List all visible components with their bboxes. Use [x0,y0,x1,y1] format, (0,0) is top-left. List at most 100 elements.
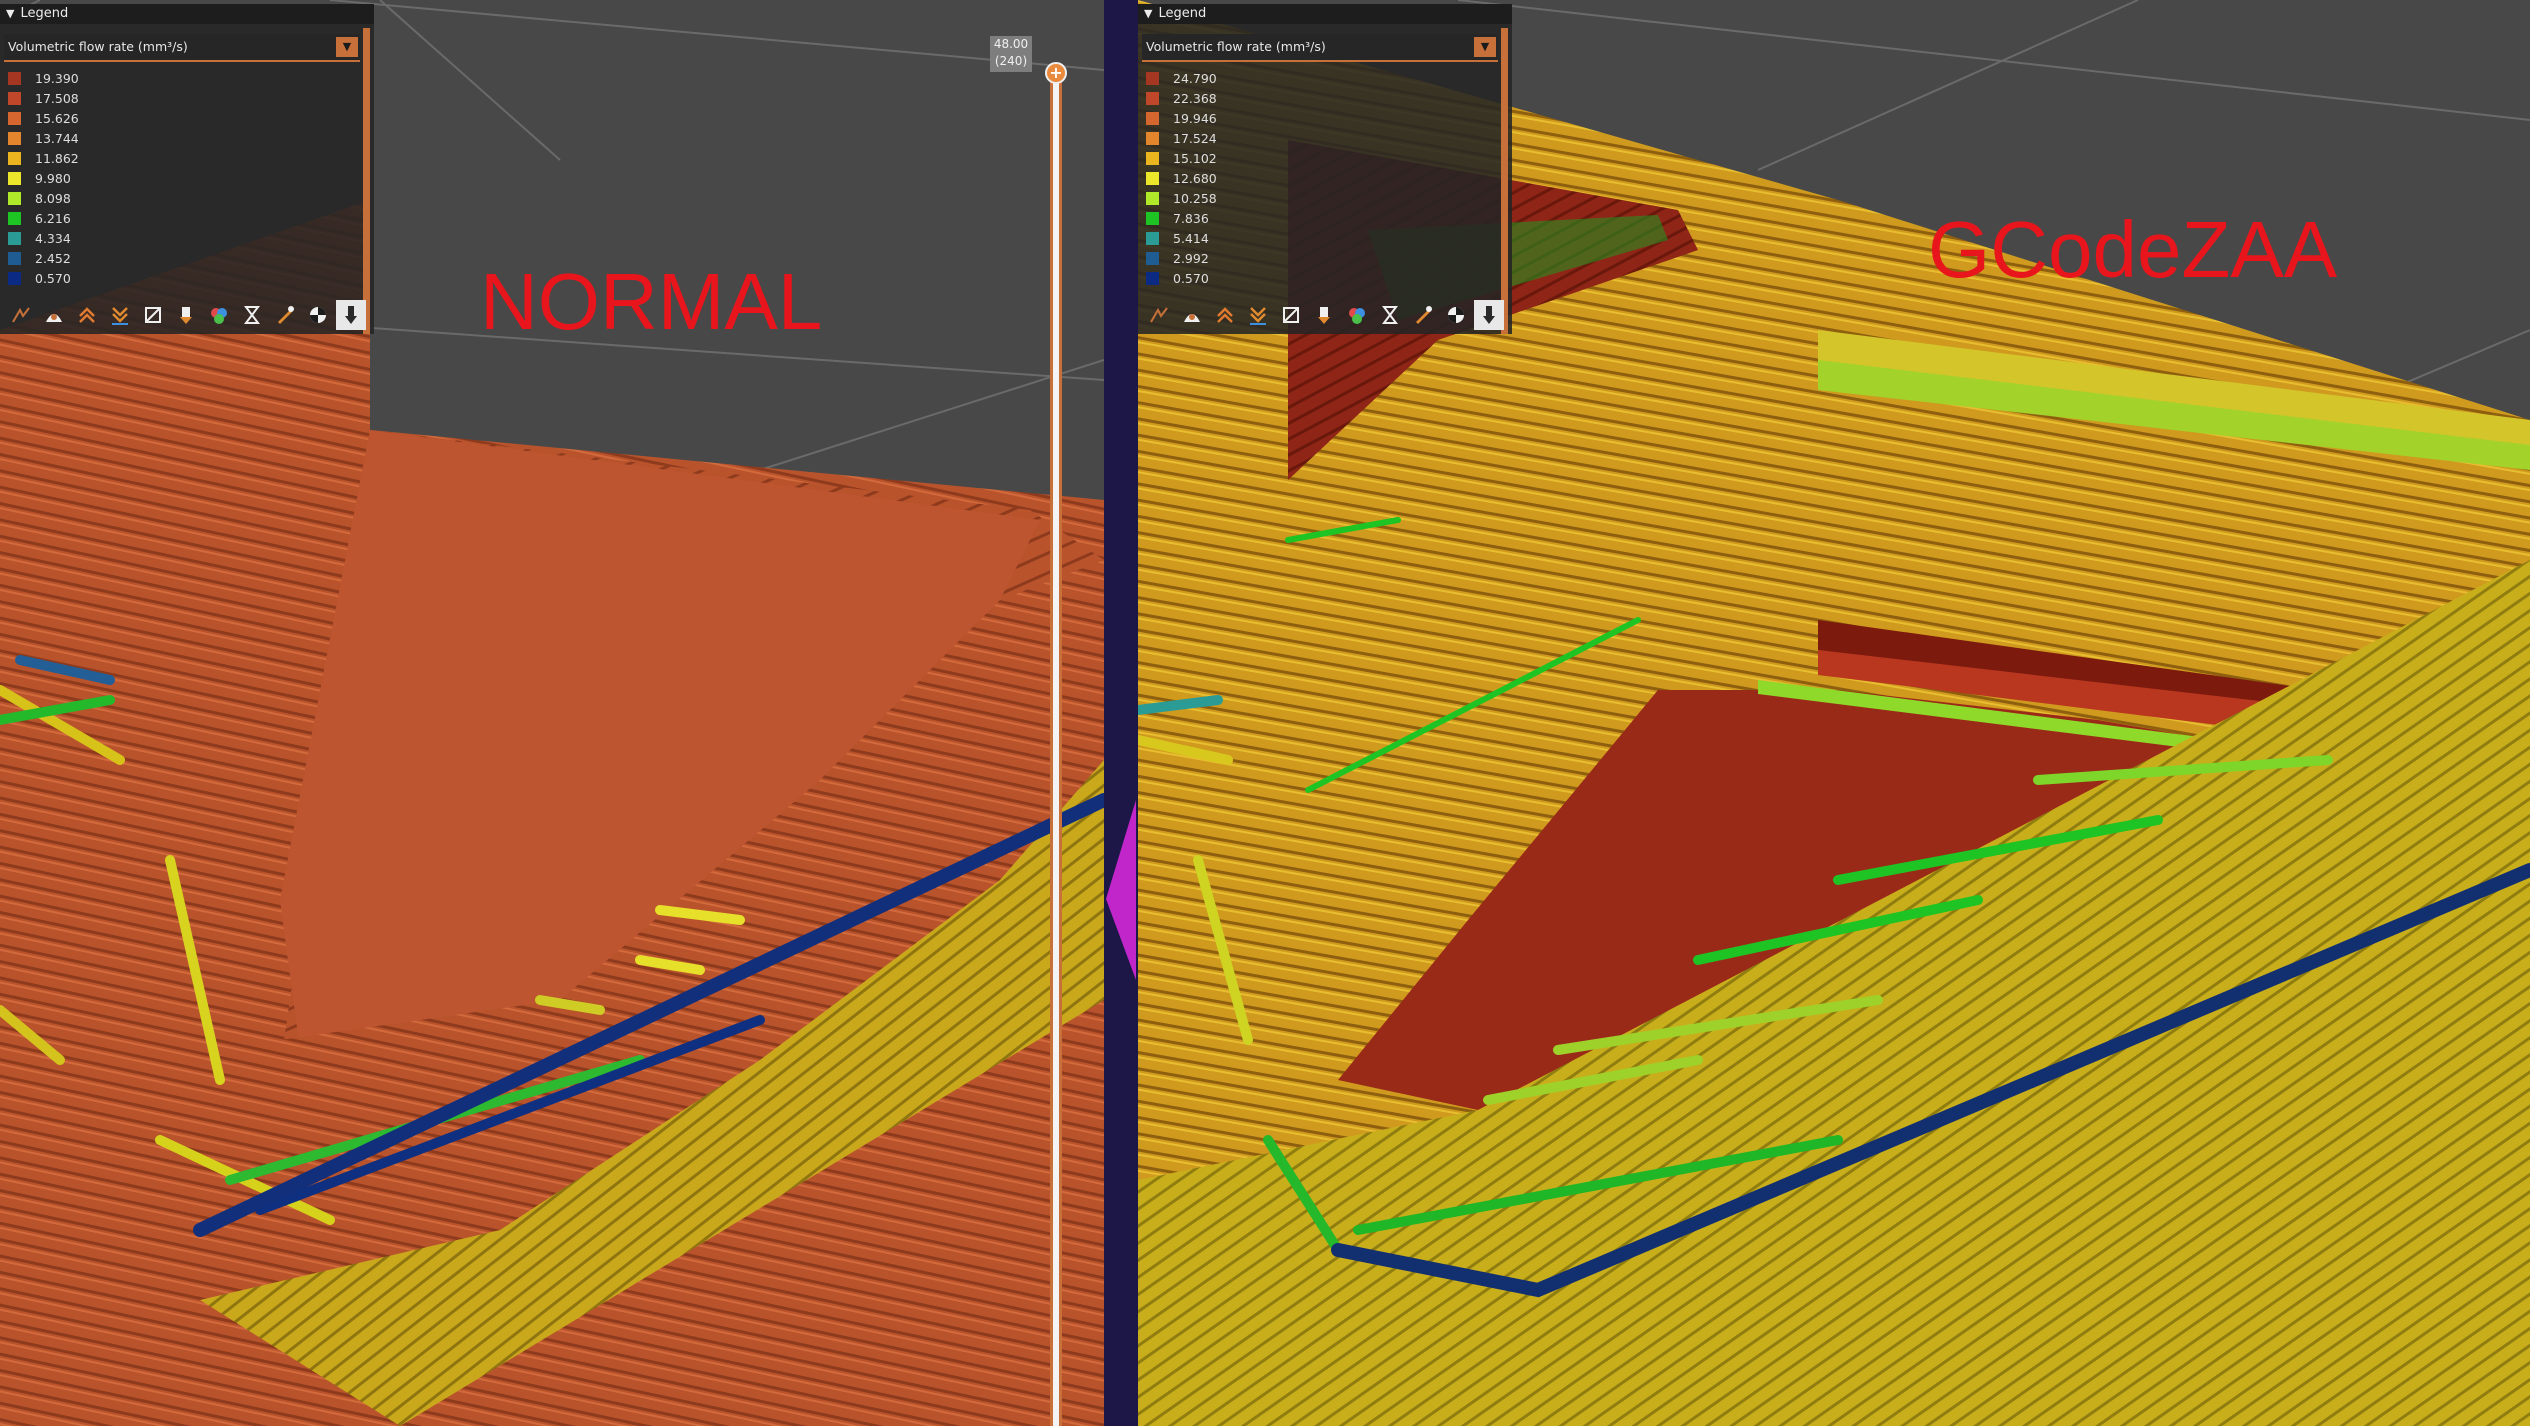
legend-value: 8.098 [35,190,71,206]
color-swatch [8,211,21,225]
legend-item: 12.680 [1146,168,1217,188]
legend-value: 0.570 [1173,270,1209,286]
legend-title: Legend [1158,6,1207,21]
legend-value: 19.390 [35,70,79,86]
retractions-icon[interactable] [72,300,102,330]
shells-icon[interactable] [1474,300,1504,330]
legend-item: 7.836 [1146,208,1217,228]
legend-value: 24.790 [1173,70,1217,86]
color-swatch [8,131,21,145]
legend-item: 5.414 [1146,228,1217,248]
color-swatch [8,111,21,125]
legend-item: 6.216 [8,208,79,228]
color-swatch [1146,91,1159,105]
legend-item: 13.744 [8,128,79,148]
color-swatch [8,251,21,265]
view-type-select[interactable]: Volumetric flow rate (mm³/s) ▼ [4,34,360,62]
travel-icon[interactable] [6,300,36,330]
color-swatch [1146,251,1159,265]
legend-item: 9.980 [8,168,79,188]
color-changes-icon[interactable] [1342,300,1372,330]
legend-item: 4.334 [8,228,79,248]
custom-gcodes-icon[interactable] [270,300,300,330]
viewport-gcodezaa[interactable]: GCodeZAA ▼ Legend Volumetric flow rate (m… [1138,0,2530,1426]
view-type-selected: Volumetric flow rate (mm³/s) [1146,39,1326,54]
travel-icon[interactable] [1144,300,1174,330]
color-swatch [1146,71,1159,85]
viewport-normal[interactable]: + 48.00 (240) NORMAL ▼ Legend Volumetric … [0,0,1104,1426]
color-swatch [1146,211,1159,225]
chevron-down-icon[interactable]: ▼ [336,37,358,57]
layer-slider-tooltip: 48.00 (240) [990,36,1032,72]
color-swatch [8,71,21,85]
legend-panel-right: ▼ Legend Volumetric flow rate (mm³/s) ▼ 2… [1138,4,1512,334]
custom-gcodes-icon[interactable] [1408,300,1438,330]
deretractions-icon[interactable] [105,300,135,330]
tool-changes-icon[interactable] [171,300,201,330]
legend-scrollbar[interactable] [363,28,370,334]
gcode-preview-gcodezaa[interactable] [1138,0,2530,1426]
legend-item: 10.258 [1146,188,1217,208]
legend-list: 19.390 17.508 15.626 13.744 11.862 9.980… [8,68,79,288]
shells-icon[interactable] [336,300,366,330]
layer-slider-track[interactable] [1050,72,1062,1426]
legend-value: 0.570 [35,270,71,286]
legend-toolbar [1144,300,1504,330]
legend-value: 4.334 [35,230,71,246]
legend-toolbar [6,300,366,330]
view-type-select[interactable]: Volumetric flow rate (mm³/s) ▼ [1142,34,1498,62]
legend-value: 19.946 [1173,110,1217,126]
legend-value: 22.368 [1173,90,1217,106]
pause-prints-icon[interactable] [1375,300,1405,330]
legend-value: 11.862 [35,150,79,166]
legend-item: 0.570 [1146,268,1217,288]
layer-height-value: 48.00 [993,37,1029,51]
collapse-triangle-icon[interactable]: ▼ [6,7,15,20]
legend-item: 2.452 [8,248,79,268]
legend-header[interactable]: ▼ Legend [1138,4,1512,24]
tool-changes-icon[interactable] [1309,300,1339,330]
legend-value: 2.452 [35,250,71,266]
color-swatch [8,231,21,245]
center-of-gravity-icon[interactable] [303,300,333,330]
layer-slider-handle[interactable]: + [1045,62,1067,84]
legend-value: 10.258 [1173,190,1217,206]
deretractions-icon[interactable] [1243,300,1273,330]
color-changes-icon[interactable] [204,300,234,330]
legend-title: Legend [20,6,69,21]
legend-item: 2.992 [1146,248,1217,268]
layer-number-value: (240) [994,54,1028,68]
legend-value: 15.626 [35,110,79,126]
color-swatch [8,191,21,205]
gcode-preview-normal[interactable] [0,0,1104,1426]
wipe-icon[interactable] [39,300,69,330]
legend-value: 17.524 [1173,130,1217,146]
pause-prints-icon[interactable] [237,300,267,330]
collapse-triangle-icon[interactable]: ▼ [1144,7,1153,20]
legend-item: 17.508 [8,88,79,108]
seams-icon[interactable] [138,300,168,330]
legend-item: 17.524 [1146,128,1217,148]
legend-item: 15.102 [1146,148,1217,168]
pane-divider[interactable] [1104,0,1138,1426]
legend-value: 13.744 [35,130,79,146]
color-swatch [1146,151,1159,165]
color-swatch [1146,131,1159,145]
seams-icon[interactable] [1276,300,1306,330]
legend-value: 7.836 [1173,210,1209,226]
legend-scrollbar[interactable] [1501,28,1508,334]
color-swatch [1146,171,1159,185]
legend-item: 15.626 [8,108,79,128]
color-swatch [8,171,21,185]
legend-panel-left: ▼ Legend Volumetric flow rate (mm³/s) ▼ 1… [0,4,374,334]
legend-value: 17.508 [35,90,79,106]
legend-header[interactable]: ▼ Legend [0,4,374,24]
color-swatch [8,271,21,285]
retractions-icon[interactable] [1210,300,1240,330]
legend-value: 2.992 [1173,250,1209,266]
view-type-selected: Volumetric flow rate (mm³/s) [8,39,188,54]
wipe-icon[interactable] [1177,300,1207,330]
center-of-gravity-icon[interactable] [1441,300,1471,330]
legend-item: 22.368 [1146,88,1217,108]
chevron-down-icon[interactable]: ▼ [1474,37,1496,57]
